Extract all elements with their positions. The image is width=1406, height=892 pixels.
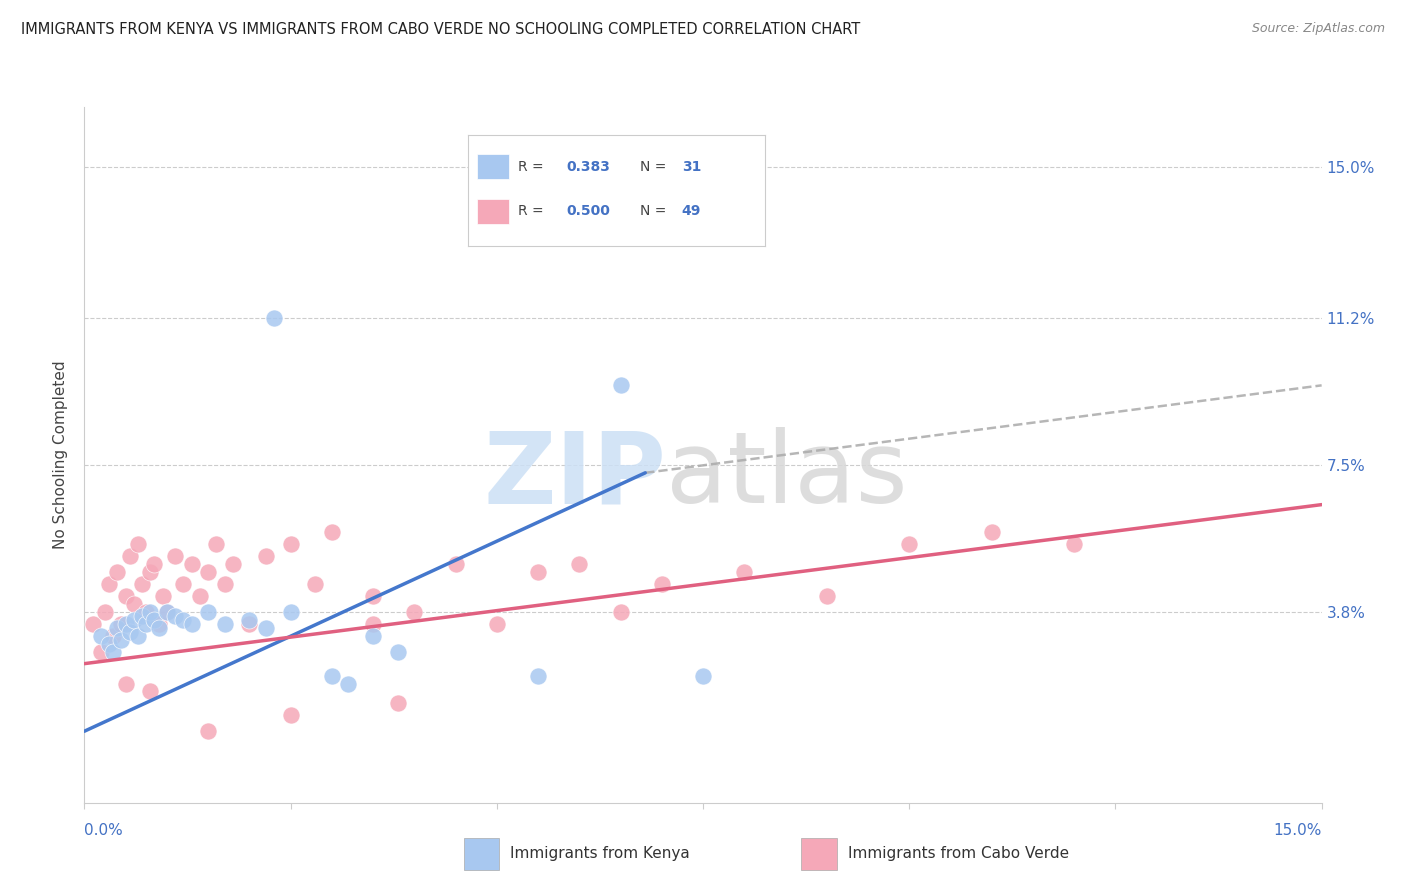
Point xyxy=(898,537,921,551)
Point xyxy=(131,577,153,591)
Point xyxy=(103,645,125,659)
Point xyxy=(197,565,219,579)
Point xyxy=(651,577,673,591)
Point xyxy=(280,537,302,551)
Point xyxy=(127,629,149,643)
Point xyxy=(82,616,104,631)
Y-axis label: No Schooling Completed: No Schooling Completed xyxy=(53,360,69,549)
Point xyxy=(118,624,141,639)
Point xyxy=(263,310,285,325)
Point xyxy=(387,645,409,659)
Point xyxy=(110,616,132,631)
Text: Source: ZipAtlas.com: Source: ZipAtlas.com xyxy=(1251,22,1385,36)
Point xyxy=(980,525,1002,540)
Point xyxy=(280,708,302,723)
Point xyxy=(568,558,591,572)
Point xyxy=(98,577,121,591)
Point xyxy=(148,616,170,631)
Point xyxy=(254,549,277,564)
Point xyxy=(404,605,426,619)
Point xyxy=(105,565,128,579)
Point xyxy=(114,676,136,690)
Point xyxy=(156,605,179,619)
Point xyxy=(527,668,550,682)
Point xyxy=(90,645,112,659)
Point xyxy=(114,616,136,631)
Point xyxy=(361,629,384,643)
Point xyxy=(197,724,219,739)
Point xyxy=(180,558,202,572)
Point xyxy=(485,616,508,631)
Point xyxy=(143,558,166,572)
Point xyxy=(321,668,343,682)
Point xyxy=(114,589,136,603)
Point xyxy=(214,616,236,631)
Point xyxy=(222,558,245,572)
Point xyxy=(527,565,550,579)
Text: Immigrants from Cabo Verde: Immigrants from Cabo Verde xyxy=(848,847,1069,861)
Point xyxy=(127,537,149,551)
Point xyxy=(143,613,166,627)
Point xyxy=(444,558,467,572)
Point xyxy=(98,637,121,651)
Point xyxy=(321,525,343,540)
Point xyxy=(1063,537,1085,551)
Point xyxy=(180,616,202,631)
Point xyxy=(135,605,157,619)
Point xyxy=(214,577,236,591)
Point xyxy=(692,668,714,682)
Point xyxy=(122,613,145,627)
Point xyxy=(815,589,838,603)
Point xyxy=(609,378,631,392)
Point xyxy=(148,621,170,635)
Point xyxy=(94,605,117,619)
Point xyxy=(105,621,128,635)
Point xyxy=(103,629,125,643)
Point xyxy=(238,613,260,627)
Point xyxy=(165,549,187,564)
Point xyxy=(280,605,302,619)
Point xyxy=(361,589,384,603)
Point xyxy=(131,609,153,624)
Point xyxy=(118,549,141,564)
Point xyxy=(304,577,326,591)
Point xyxy=(122,597,145,611)
Text: 15.0%: 15.0% xyxy=(1274,822,1322,838)
Text: ZIP: ZIP xyxy=(484,427,666,524)
Point xyxy=(238,616,260,631)
Point xyxy=(172,613,194,627)
Text: Immigrants from Kenya: Immigrants from Kenya xyxy=(510,847,690,861)
Point xyxy=(152,589,174,603)
Text: IMMIGRANTS FROM KENYA VS IMMIGRANTS FROM CABO VERDE NO SCHOOLING COMPLETED CORRE: IMMIGRANTS FROM KENYA VS IMMIGRANTS FROM… xyxy=(21,22,860,37)
Point xyxy=(197,605,219,619)
Point xyxy=(139,605,162,619)
Point xyxy=(387,697,409,711)
Point xyxy=(205,537,228,551)
Point xyxy=(254,621,277,635)
Point xyxy=(609,605,631,619)
Point xyxy=(172,577,194,591)
Point xyxy=(90,629,112,643)
Point xyxy=(165,609,187,624)
Point xyxy=(135,616,157,631)
Point xyxy=(110,632,132,647)
Point xyxy=(188,589,211,603)
Point xyxy=(733,565,755,579)
Text: 0.0%: 0.0% xyxy=(84,822,124,838)
Point xyxy=(361,616,384,631)
Point xyxy=(156,605,179,619)
Text: atlas: atlas xyxy=(666,427,907,524)
Point xyxy=(139,684,162,698)
Point xyxy=(139,565,162,579)
Point xyxy=(337,676,360,690)
